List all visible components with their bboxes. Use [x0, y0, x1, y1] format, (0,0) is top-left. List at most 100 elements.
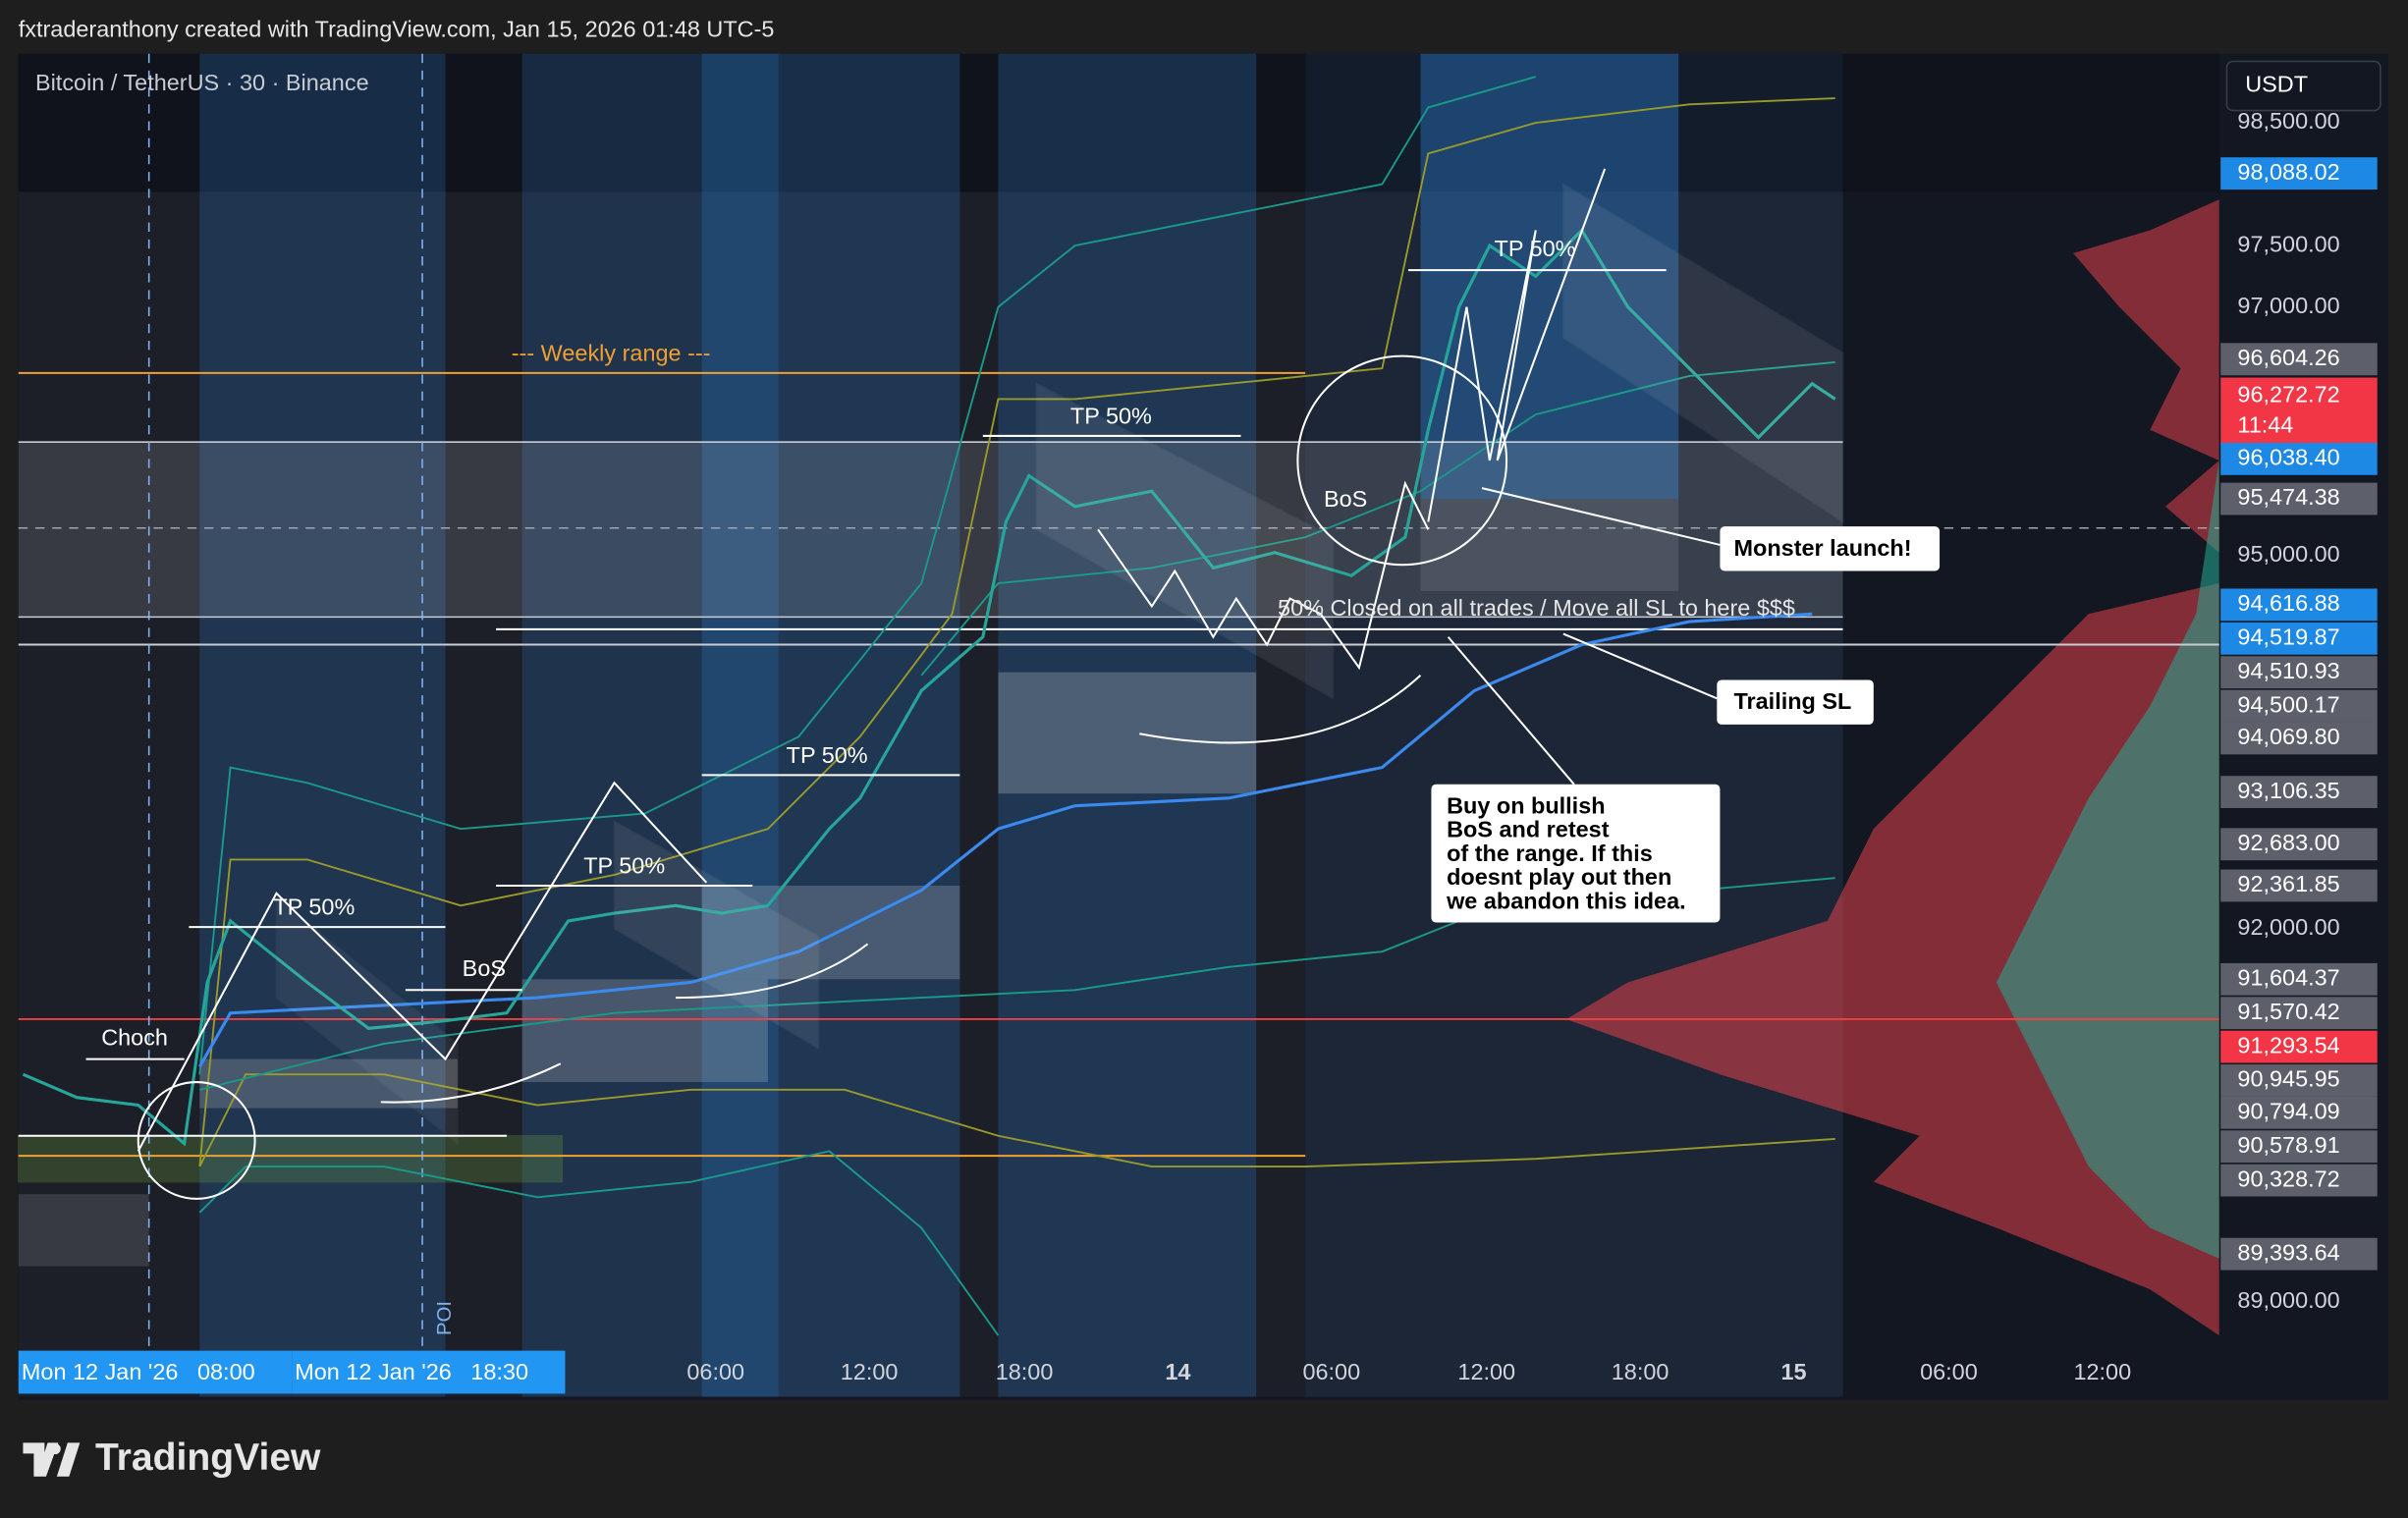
drawing-rect: [17, 1134, 564, 1183]
footer-logo: TradingView: [95, 1437, 321, 1479]
drawing-rect: [701, 53, 779, 1397]
price-label-bg: [2220, 722, 2378, 755]
annotations: --- Weekly range --- TP 50% TP 50% TP 50…: [101, 236, 1911, 1335]
currency-box[interactable]: [2225, 60, 2381, 112]
bos-label: BoS: [463, 955, 506, 981]
time-label: 18:00: [996, 1359, 1054, 1384]
drawing-rect: [998, 53, 1257, 1397]
price-label: 94,069.80: [2237, 724, 2339, 749]
drawing-rect: [1431, 784, 1721, 923]
price-label-bg: [2220, 1096, 2378, 1129]
price-label: 90,945.95: [2237, 1066, 2339, 1092]
price-label: 95,474.38: [2237, 484, 2339, 510]
idea-line: of the range. If this: [1447, 840, 1653, 866]
price-label-bg: [2220, 442, 2378, 475]
price-label-bg: [2220, 1130, 2378, 1164]
price-label: 97,500.00: [2237, 231, 2339, 256]
price-label: 95,000.00: [2237, 541, 2339, 567]
tp-label: TP 50%: [787, 742, 868, 768]
drawing-polyline: [198, 97, 1835, 1167]
price-axis: 98,500.00 98,088.02 97,500.00 97,000.00 96,6…: [2220, 108, 2378, 1313]
price-label: 91,570.42: [2237, 999, 2339, 1024]
idea-line: we abandon this idea.: [1446, 888, 1686, 913]
weekly-range: --- Weekly range ---: [512, 340, 711, 365]
price-label-bg: [2220, 377, 2378, 446]
price-label-bg: [2220, 1030, 2378, 1063]
price-label: 92,000.00: [2237, 914, 2339, 940]
drawing-polyline: [198, 76, 1537, 1075]
time-label: Mon 12 Jan '26 08:00: [22, 1359, 255, 1384]
time-label: 12:00: [1457, 1359, 1515, 1384]
drawing-polyline: [198, 1073, 1835, 1167]
idea-line: Buy on bullish: [1447, 792, 1605, 818]
monster-callout: Monster launch!: [1734, 535, 1912, 561]
drawing-path: [676, 943, 869, 1000]
drawing-line: [1447, 636, 1575, 786]
price-label-bg: [2220, 828, 2378, 861]
drawing-polyline: [197, 612, 1813, 1068]
price-label: 91,604.37: [2237, 965, 2339, 991]
drawing-rect: [1305, 53, 1843, 1397]
drawing-polyline: [1427, 168, 1607, 522]
price-label-bg: [2220, 962, 2378, 996]
price-label-bg: [2220, 482, 2378, 515]
price-label: 96,604.26: [2237, 345, 2339, 370]
drawing-rect: [18, 1194, 149, 1267]
drawing-polygon: [1035, 382, 1335, 700]
drawing-rect: [1420, 499, 1679, 591]
price-label-bg: [2220, 588, 2378, 622]
drawing-polyline: [137, 781, 708, 1152]
price-label-bg: [2220, 776, 2378, 809]
poi-label: POI: [434, 1301, 456, 1335]
byline: fxtraderanthony created with TradingView…: [19, 16, 775, 41]
price-label: 92,361.85: [2237, 871, 2339, 896]
price-label-bg: [2220, 157, 2378, 190]
time-label: 06:00: [1302, 1359, 1360, 1384]
chart-pane: [17, 53, 2388, 1400]
price-label: 94,519.87: [2237, 623, 2339, 649]
closed-note: 50% Closed on all trades / Move all SL t…: [1278, 595, 1795, 621]
drawing-rect: [1420, 53, 1679, 500]
drawing-rect: [1720, 526, 1941, 571]
time-label: 15: [1780, 1359, 1806, 1384]
drawing-rect: [18, 53, 2219, 192]
drawing-rect: [998, 672, 1257, 794]
time-label: 06:00: [686, 1359, 744, 1384]
currency[interactable]: USDT: [2245, 72, 2308, 97]
time-label: 06:00: [1920, 1359, 1978, 1384]
trailing-callout: Trailing SL: [1734, 688, 1852, 714]
price-label: 90,578.91: [2237, 1132, 2339, 1158]
group: [18, 168, 1721, 1200]
choch-label: Choch: [101, 1024, 168, 1050]
symbol: Bitcoin / TetherUS · 30 · Binance: [35, 70, 369, 95]
time-label: 18:00: [1612, 1359, 1669, 1384]
price-label: 94,510.93: [2237, 658, 2339, 683]
drawing-polyline: [198, 1150, 1000, 1336]
bos-label: BoS: [1324, 486, 1367, 512]
price-label: 98,088.02: [2237, 159, 2339, 185]
drawing-rect: [521, 53, 702, 1397]
drawing-path: [23, 1442, 59, 1477]
tp-label: TP 50%: [273, 895, 355, 920]
drawing-circle: [137, 1081, 256, 1200]
price-label: 90,328.72: [2237, 1166, 2339, 1191]
tp-label: TP 50%: [1070, 403, 1152, 428]
price-label: 94,616.88: [2237, 590, 2339, 616]
price-label-bg: [2220, 997, 2378, 1030]
drawing-circle: [49, 1443, 61, 1455]
drawing-rect: [199, 1058, 459, 1109]
time-label: 14: [1165, 1359, 1190, 1384]
price-label-bg: [2220, 622, 2378, 655]
price-label: 97,000.00: [2237, 293, 2339, 318]
price-label-bg: [2220, 656, 2378, 689]
drawing-polyline: [920, 360, 1835, 677]
price-label-bg: [2220, 343, 2378, 376]
price-label-bg: [2220, 1164, 2378, 1197]
drawing-rect: [199, 53, 446, 1397]
drawing-polygon: [275, 895, 459, 1146]
drawing-rect: [1717, 679, 1874, 725]
price-label: 89,393.64: [2237, 1239, 2339, 1265]
tp-label: TP 50%: [1495, 236, 1576, 261]
